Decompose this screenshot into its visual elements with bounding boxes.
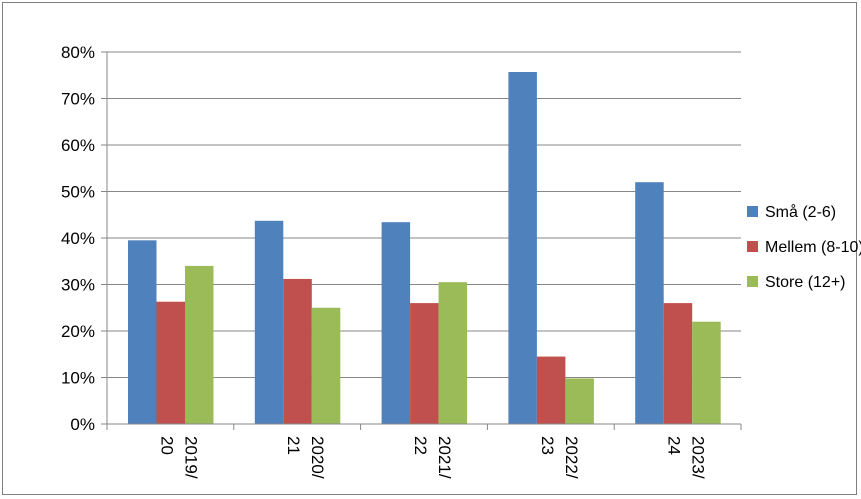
x-tick-label-line: 24 (665, 436, 684, 455)
bar (663, 303, 693, 424)
legend-label[interactable]: Store (12+) (765, 274, 845, 291)
x-tick-label-line: 2020/ (308, 436, 327, 479)
legend-swatch[interactable] (747, 206, 758, 217)
bar (565, 378, 594, 424)
y-tick-label: 50% (61, 183, 95, 202)
x-tick-label-line: 21 (284, 436, 303, 455)
legend-label[interactable]: Små (2-6) (765, 203, 836, 221)
x-tick-label-line: 2021/ (435, 436, 454, 479)
x-tick-label-line: 20 (157, 436, 176, 455)
x-tick-label-line: 22 (411, 436, 430, 455)
x-tick-label-line: 2022/ (562, 436, 581, 479)
bar (254, 220, 284, 424)
y-tick-label: 60% (61, 136, 95, 155)
x-tick-label-line: 2023/ (689, 436, 708, 479)
bar (185, 265, 214, 424)
bar (283, 278, 312, 424)
y-tick-label: 80% (61, 43, 95, 62)
x-tick-label-line: 2019/ (181, 436, 200, 479)
x-tick-label: 2021/22 (411, 436, 454, 479)
bar (410, 303, 439, 424)
legend-swatch[interactable] (747, 276, 758, 287)
legend-label[interactable]: Mellem (8-10) (765, 239, 861, 256)
bar (156, 301, 185, 424)
y-tick-label: 20% (61, 322, 95, 341)
x-tick-label: 2023/24 (665, 436, 708, 479)
y-tick-label: 30% (61, 276, 95, 295)
x-tick-label: 2020/21 (284, 436, 327, 479)
x-tick-label: 2022/23 (538, 436, 581, 479)
bar (536, 356, 566, 424)
y-tick-label: 40% (61, 229, 95, 248)
x-tick-label: 2019/20 (157, 436, 200, 479)
bar (692, 321, 721, 424)
bar (508, 71, 537, 425)
y-tick-label: 70% (61, 90, 95, 109)
x-tick-label-line: 23 (538, 436, 557, 455)
y-tick-label: 0% (70, 415, 95, 434)
bar (128, 240, 157, 424)
y-tick-label: 10% (61, 369, 95, 388)
bar (381, 222, 411, 424)
bar (311, 307, 341, 424)
bar (438, 282, 468, 424)
legend-swatch[interactable] (747, 241, 758, 252)
bar (635, 182, 664, 424)
